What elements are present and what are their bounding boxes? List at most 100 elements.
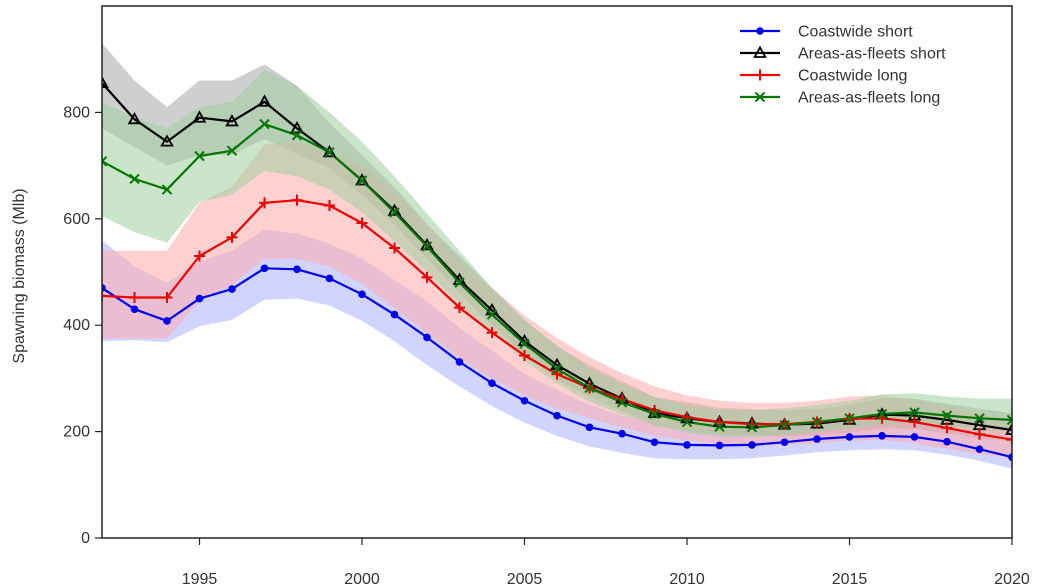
point-coastwide-short-2004: [488, 379, 496, 387]
point-areas-as-fleets-long-2006: [551, 363, 563, 375]
band-areas-as-fleets-long: [102, 69, 1012, 437]
plot-frame: [101, 5, 1013, 539]
point-coastwide-short-2011: [715, 441, 724, 450]
point-areas-as-fleets-long-2016: [876, 408, 888, 420]
point-coastwide-short-2010: [683, 441, 691, 449]
point-coastwide-long-1994: [161, 292, 173, 304]
point-coastwide-short-2007: [585, 423, 594, 432]
legend-item-coastwide-long: Coastwide long: [740, 68, 907, 85]
point-coastwide-short-1994: [163, 317, 171, 325]
point-coastwide-long-2017: [909, 416, 920, 428]
point-areas-as-fleets-long-1995: [194, 150, 205, 162]
legend-label-areas-as-fleets-short: Areas-as-fleets short: [798, 46, 946, 63]
point-coastwide-short-2006: [553, 411, 561, 420]
point-coastwide-long-1999: [324, 200, 335, 211]
point-coastwide-long-2018: [941, 422, 953, 434]
x-tick-label-2005: 2005: [507, 571, 543, 588]
point-areas-as-fleets-long-2000: [356, 175, 368, 186]
x-tick-label-2000: 2000: [344, 571, 380, 588]
y-tick-label-400: 400: [63, 317, 90, 334]
point-coastwide-long-2001: [389, 242, 400, 254]
point-coastwide-short-2003: [455, 358, 464, 366]
point-areas-as-fleets-long-2008: [616, 397, 628, 408]
legend: Coastwide short Areas-as-fleets short Coas…: [740, 24, 946, 107]
point-coastwide-long-2004: [486, 327, 498, 339]
legend-marker-coastwide-short: [756, 27, 764, 35]
point-areas-as-fleets-long-1999: [324, 147, 335, 158]
confidence-bands: [102, 43, 1012, 469]
legend-marker-areas-as-fleets-short: [753, 45, 767, 58]
point-coastwide-long-2019: [974, 428, 985, 440]
point-coastwide-long-2020: [1006, 434, 1012, 446]
point-areas-as-fleets-long-1997: [259, 118, 270, 130]
point-coastwide-short-1998: [293, 265, 301, 274]
point-coastwide-short-2014: [813, 435, 821, 443]
point-coastwide-short-2013: [780, 438, 789, 447]
point-coastwide-short-2012: [748, 441, 756, 449]
point-coastwide-short-2015: [845, 433, 854, 441]
legend-label-areas-as-fleets-long: Areas-as-fleets long: [798, 90, 940, 107]
y-axis: 0 200 400 600 800: [63, 104, 102, 547]
legend-marker-areas-as-fleets-long: [754, 91, 766, 103]
point-areas-as-fleets-short-1995: [192, 110, 207, 123]
point-coastwide-long-1995: [194, 250, 205, 262]
point-coastwide-short-1997: [260, 264, 269, 273]
x-tick-label-2015: 2015: [832, 571, 868, 588]
point-areas-as-fleets-long-2004: [486, 309, 498, 320]
legend-item-coastwide-short: Coastwide short: [740, 24, 913, 41]
point-areas-as-fleets-long-2018: [941, 410, 953, 421]
point-areas-as-fleets-long-1993: [129, 173, 140, 185]
legend-item-areas-as-fleets-short: Areas-as-fleets short: [740, 46, 946, 63]
point-coastwide-short-2000: [358, 290, 366, 299]
point-areas-as-fleets-long-2017: [909, 407, 920, 418]
point-coastwide-long-1998: [291, 194, 303, 206]
point-areas-as-fleets-short-1997: [257, 94, 272, 107]
point-coastwide-long-1993: [129, 292, 140, 304]
point-areas-as-fleets-short-2020: [1005, 422, 1012, 435]
point-areas-as-fleets-short-1993: [127, 111, 142, 125]
point-areas-as-fleets-short-1994: [160, 134, 174, 147]
point-areas-as-fleets-long-2014: [811, 416, 823, 428]
point-areas-as-fleets-short-2000: [355, 173, 369, 186]
point-areas-as-fleets-long-2012: [746, 422, 758, 433]
point-coastwide-short-2016: [878, 432, 886, 440]
point-coastwide-short-2018: [943, 437, 951, 446]
point-coastwide-short-1999: [325, 274, 334, 283]
y-axis-title: Spawning biomass (Mlb): [11, 188, 28, 363]
point-areas-as-fleets-long-2003: [454, 277, 465, 288]
point-coastwide-short-1993: [130, 305, 139, 314]
point-coastwide-short-2001: [390, 310, 399, 319]
legend-label-coastwide-short: Coastwide short: [798, 24, 913, 41]
point-coastwide-long-2003: [454, 302, 465, 314]
band-coastwide-short: [102, 229, 1012, 469]
point-areas-as-fleets-long-2002: [421, 241, 433, 252]
y-tick-label-800: 800: [63, 104, 90, 121]
y-tick-label-600: 600: [63, 211, 90, 228]
series-markers: [102, 75, 1012, 461]
point-coastwide-long-2005: [519, 350, 530, 362]
point-areas-as-fleets-long-2001: [389, 207, 400, 218]
point-coastwide-long-1996: [226, 231, 238, 243]
point-areas-as-fleets-long-2007: [584, 382, 595, 394]
point-areas-as-fleets-long-1992: [102, 156, 108, 167]
band-coastwide-long: [102, 141, 1012, 459]
point-coastwide-long-2002: [421, 271, 433, 283]
legend-label-coastwide-long: Coastwide long: [798, 68, 907, 85]
point-areas-as-fleets-long-2013: [779, 420, 790, 431]
point-coastwide-long-1992: [102, 290, 108, 302]
point-coastwide-long-1997: [259, 197, 270, 209]
point-areas-as-fleets-long-2005: [519, 338, 530, 350]
point-areas-as-fleets-long-1996: [226, 145, 238, 156]
point-areas-as-fleets-long-2015: [844, 413, 855, 424]
point-areas-as-fleets-short-1996: [225, 114, 239, 127]
point-coastwide-short-2008: [618, 429, 626, 438]
point-coastwide-short-1992: [102, 284, 106, 292]
point-coastwide-short-2002: [423, 333, 431, 342]
point-areas-as-fleets-long-2020: [1006, 414, 1012, 426]
point-coastwide-short-2020: [1008, 453, 1012, 461]
x-axis: 1995 2000 2005 2010 2015 2020: [182, 538, 1030, 588]
point-areas-as-fleets-long-2010: [681, 416, 693, 428]
point-coastwide-short-2005: [520, 396, 529, 405]
point-areas-as-fleets-long-2009: [649, 408, 660, 420]
